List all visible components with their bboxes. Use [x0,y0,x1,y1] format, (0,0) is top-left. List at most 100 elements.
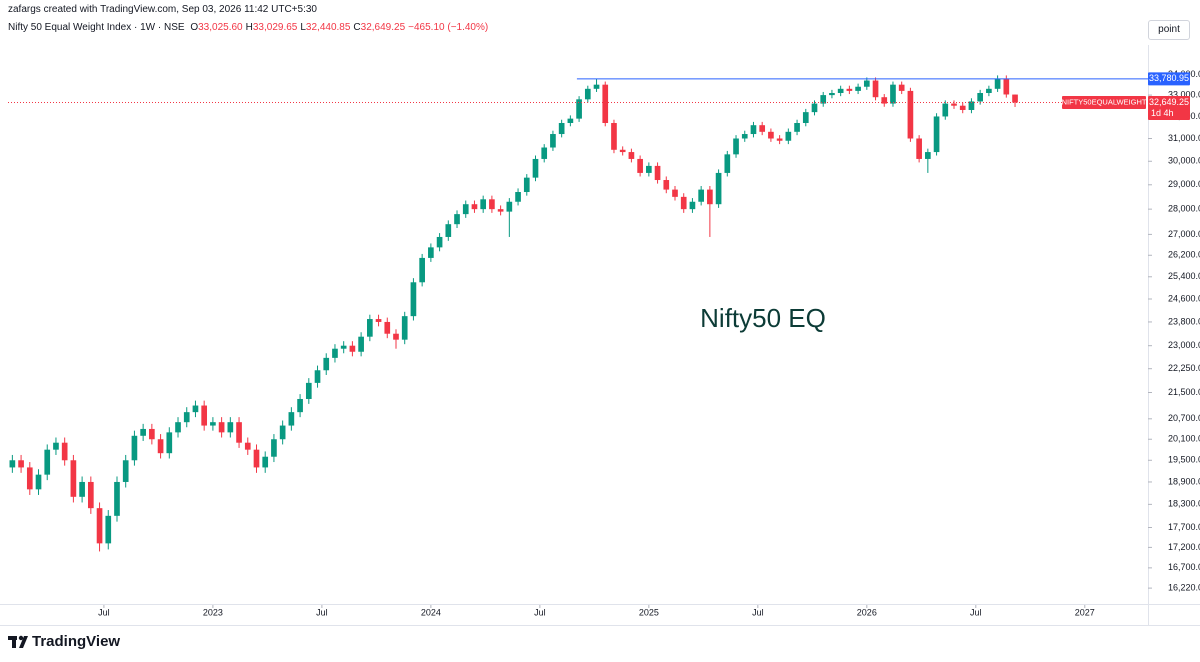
symbol-label: NIFTY50EQUALWEIGHT [1062,98,1147,107]
candle-body [654,165,661,181]
candle-body [131,435,138,461]
brand: TradingView [32,633,120,650]
candle-body [541,147,548,159]
y-tick-label: 33,000.00 [1168,89,1200,99]
y-tick-label: 24,600.00 [1168,293,1200,303]
y-tick-label: 27,000.00 [1168,229,1200,239]
x-tick-label: Jul [98,607,110,617]
hline-label-bg [1148,72,1190,86]
candle-body [942,103,949,117]
candle-body [26,467,33,490]
candle-body [288,412,295,426]
candle-body [367,319,373,337]
candle-body [776,138,783,141]
candle-body [454,214,460,225]
candle-body [87,481,94,509]
candle-body [332,348,338,358]
y-tick-label: 18,900.00 [1168,476,1200,486]
y-tick-label: 16,700.00 [1168,562,1200,572]
candle-body [646,165,652,173]
candle-body [462,204,469,215]
candle-body [602,84,609,123]
y-tick-label: 16,220.00 [1168,582,1200,592]
candle-body [297,398,303,413]
candle-body [393,333,399,340]
candle-body [305,382,312,399]
candle-body [175,422,181,433]
candle-body [611,122,617,150]
last-price-bg [1148,96,1190,121]
candle-body [166,432,173,454]
candle-body [70,460,77,497]
candle-body [532,158,539,178]
candle-body [689,201,696,210]
y-tick-label: 20,100.00 [1168,434,1200,444]
credit: zafargs created with TradingView.com, Se… [8,4,317,15]
x-tick-label: Jul [752,607,764,617]
candle-body [724,154,731,173]
symbol-legend: Nifty 50 Equal Weight Index · 1W · NSE O… [8,22,491,33]
candle-body [271,439,277,457]
candle-body [951,103,957,106]
candle-body [925,152,931,159]
candle-body [358,336,364,352]
candle-body [253,449,260,468]
candle-body [523,177,530,193]
candle-body [44,449,51,475]
candle-body [96,508,103,544]
x-tick-label: Jul [970,607,982,617]
candle-body [637,158,643,173]
candle-body [916,138,922,159]
candle-body [323,357,330,371]
candle-body [122,460,129,482]
candle-body [279,425,286,440]
candle-body [619,149,626,153]
candle-body [149,428,155,440]
candle-body [584,88,591,100]
candle-body [986,88,992,94]
candle-body [349,345,356,352]
change: −465.10 (−1.40%) [408,22,489,33]
candle-body [794,122,800,132]
candle-body [79,481,85,497]
y-tick-label: 19,500.00 [1168,455,1200,465]
candle-body [497,209,504,212]
candle-body [898,84,905,91]
y-tick-label: 18,300.00 [1168,499,1200,509]
candle-body [340,345,347,349]
candle-body [628,152,635,159]
x-tick-label: 2025 [639,607,659,617]
candle-body [1012,94,1018,103]
candle-body [576,99,582,119]
candle-body [907,90,914,139]
x-tick-label: 2023 [203,607,223,617]
x-tick-label: Jul [534,607,546,617]
candle-body [192,405,199,413]
candle-body [53,442,59,450]
ohlc-value: 33,029.65 [252,22,298,33]
ohlc-key: C [353,22,361,33]
candle-body [820,95,827,104]
x-tick-label: 2027 [1075,607,1095,617]
plot-area [9,75,1018,552]
countdown-label: 1d 4h [1151,108,1174,118]
candle-body [375,319,382,322]
ohlc-value: 32,440.85 [305,22,351,33]
point-button[interactable]: point [1148,20,1190,40]
y-tick-label: 17,200.00 [1168,542,1200,552]
candle-body [811,103,818,113]
candle-body [227,422,234,433]
candle-body [715,172,722,205]
candle-body [802,112,809,123]
y-tick-label: 29,000.00 [1168,179,1200,189]
candle-body [436,236,443,248]
candle-body [663,180,670,190]
y-tick-label: 20,700.00 [1168,413,1200,423]
y-tick-label: 26,200.00 [1168,250,1200,260]
y-tick-label: 23,800.00 [1168,316,1200,326]
candle-body [977,93,983,102]
candle-body [872,80,879,98]
candle-body [262,456,269,468]
candle-body [829,93,835,96]
